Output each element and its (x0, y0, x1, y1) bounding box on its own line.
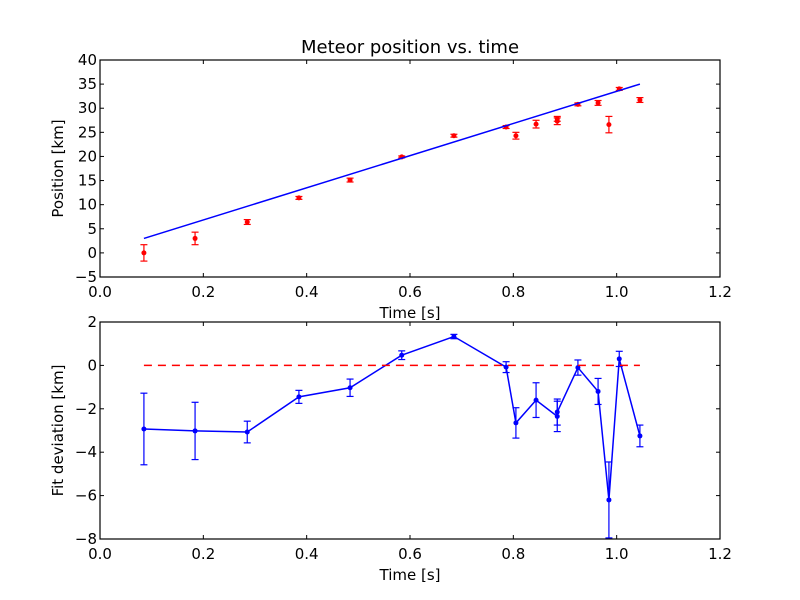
data-point (244, 429, 250, 435)
data-point (192, 235, 198, 241)
data-point (616, 356, 622, 362)
data-point (347, 385, 353, 391)
axis-ticks: 0.0 0.2 0.4 0.6 0.8 1.0 1.2 −5 0 5 10 15 20 25 30 35 40 (75, 51, 732, 301)
data-point (244, 219, 250, 225)
data-point (192, 428, 198, 434)
data-point (533, 121, 539, 127)
y-tick-label: 5 (87, 220, 97, 238)
axis-ticks: 0.0 0.2 0.4 0.6 0.8 1.0 1.2 −8 −6 −4 −2 0 2 (75, 313, 732, 563)
y-tick-label: 2 (87, 313, 97, 331)
y-tick-label: 10 (78, 196, 97, 214)
y-tick-label: 40 (78, 51, 97, 69)
x-tick-label: 1.0 (605, 283, 629, 301)
x-tick-label: 0.8 (501, 283, 525, 301)
x-tick-label: 0.4 (295, 545, 319, 563)
chart-title: Meteor position vs. time (301, 37, 519, 58)
position-marks (140, 83, 644, 262)
data-point (554, 116, 560, 122)
x-tick-label: 1.2 (708, 283, 732, 301)
y-tick-label: 20 (78, 147, 97, 165)
deviation-chart: 0.0 0.2 0.4 0.6 0.8 1.0 1.2 −8 −6 −4 −2 0 2 Time [s]… (49, 313, 732, 584)
data-point (347, 177, 353, 183)
data-point (575, 365, 581, 371)
y-tick-label: 0 (87, 356, 97, 374)
data-point (606, 122, 612, 128)
data-point (141, 250, 147, 256)
deviation-marks (140, 333, 644, 539)
y-tick-label: 35 (78, 75, 97, 93)
data-point (296, 195, 302, 201)
x-tick-label: 0.2 (191, 545, 215, 563)
x-tick-label: 1.0 (605, 545, 629, 563)
series-linear-fit (143, 83, 641, 240)
y-tick-label: 25 (78, 123, 97, 141)
data-point (451, 133, 457, 139)
data-point (595, 100, 601, 106)
data-point (595, 388, 601, 394)
x-tick-label: 0.0 (88, 283, 112, 301)
data-point (554, 409, 560, 415)
data-point (606, 497, 612, 503)
fit-line (143, 83, 641, 240)
data-point (296, 394, 302, 400)
y-tick-label: 30 (78, 99, 97, 117)
y-tick-label: −6 (75, 487, 97, 505)
data-point (637, 97, 643, 103)
data-point (533, 397, 539, 403)
y-tick-label: −5 (75, 268, 97, 286)
y-tick-label: −2 (75, 400, 97, 418)
x-axis-label: Time [s] (379, 566, 441, 584)
data-point (503, 364, 509, 370)
x-tick-label: 0.8 (501, 545, 525, 563)
x-tick-label: 0.6 (398, 283, 422, 301)
y-tick-label: −8 (75, 530, 97, 548)
position-chart: Meteor position vs. time 0.0 0.2 0.4 0.6 0.8… (49, 37, 732, 322)
x-tick-label: 0.4 (295, 283, 319, 301)
series-deviation (140, 333, 644, 539)
x-tick-label: 0.6 (398, 545, 422, 563)
x-tick-label: 0.2 (191, 283, 215, 301)
data-point (141, 426, 147, 432)
data-point (451, 334, 457, 340)
y-axis-label: Position [km] (49, 119, 67, 217)
data-point (513, 420, 519, 426)
x-tick-label: 0.0 (88, 545, 112, 563)
x-tick-label: 1.2 (708, 545, 732, 563)
y-tick-label: 15 (78, 172, 97, 190)
data-point (513, 133, 519, 139)
data-point (637, 433, 643, 439)
y-tick-label: 0 (87, 244, 97, 262)
x-axis-label: Time [s] (379, 304, 441, 322)
y-axis-label: Fit deviation [km] (49, 365, 67, 497)
y-tick-label: −4 (75, 443, 97, 461)
data-point (399, 352, 405, 358)
